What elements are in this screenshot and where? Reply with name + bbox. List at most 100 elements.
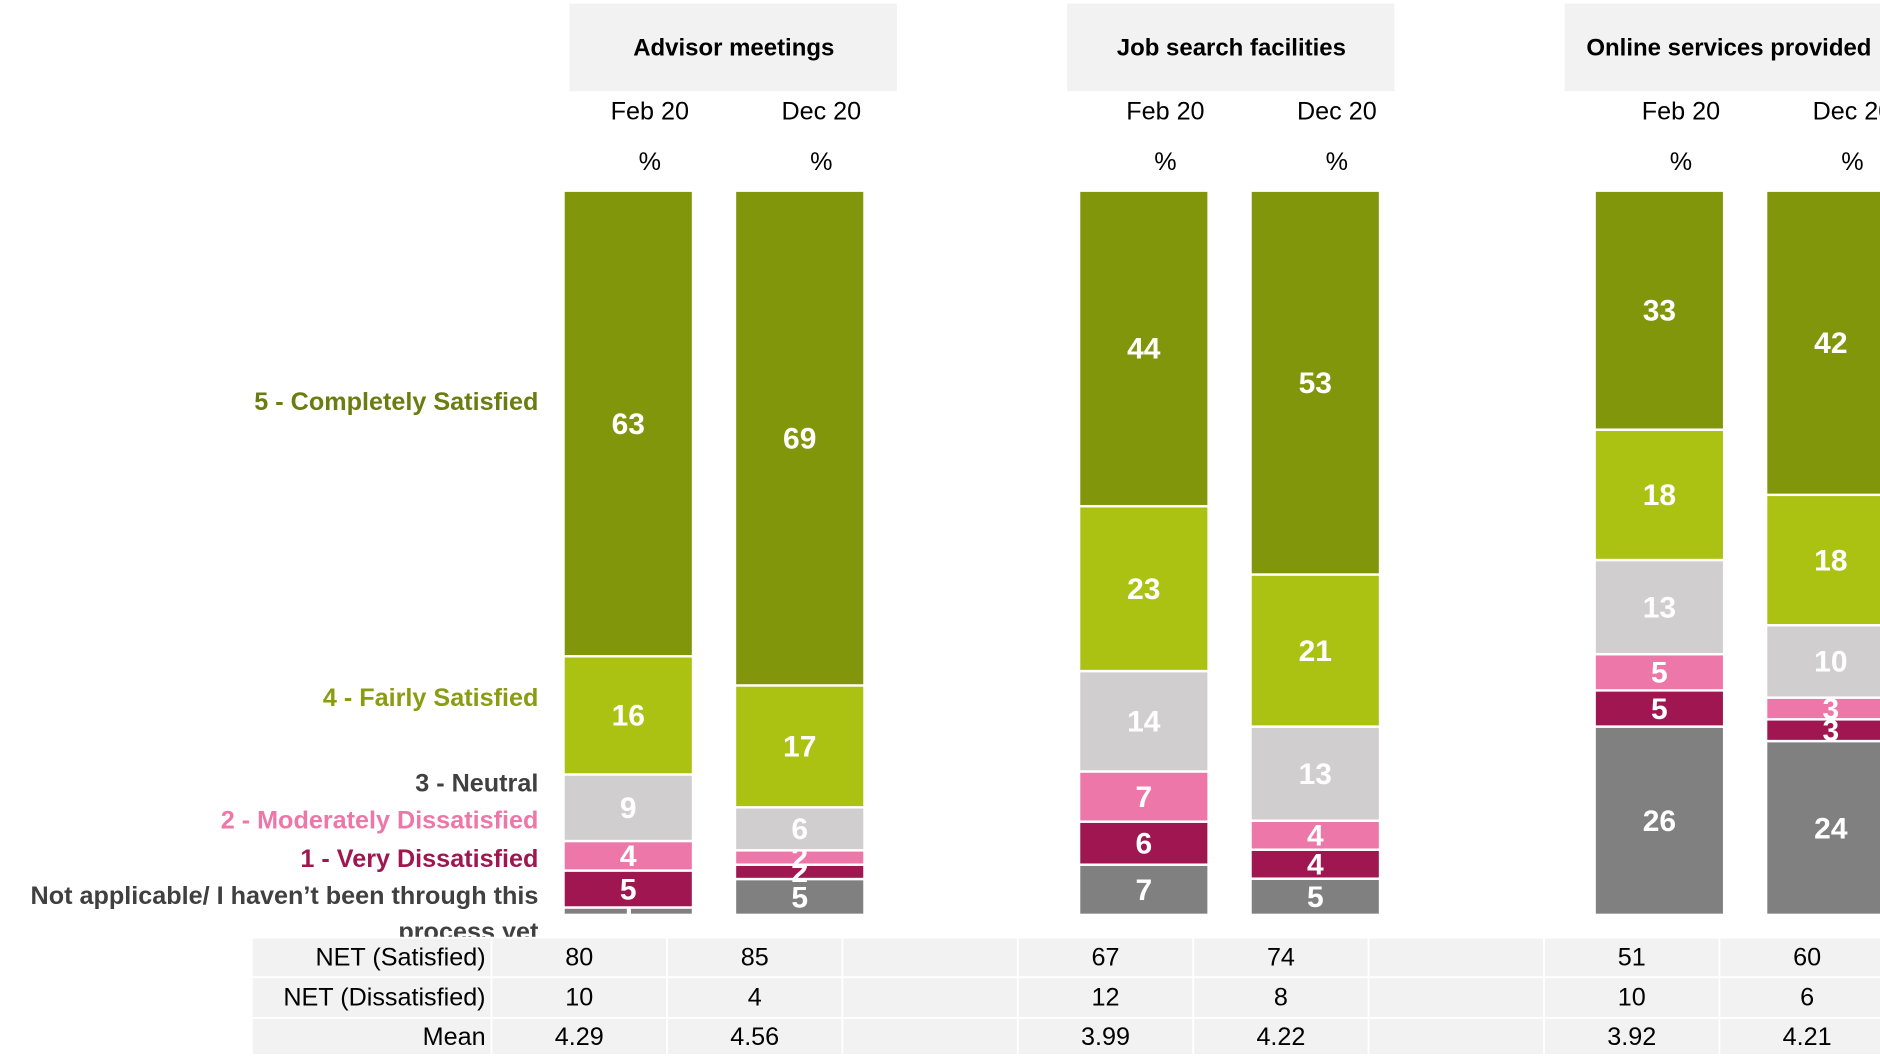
value-label: 16 — [612, 700, 645, 733]
table-cell — [1016, 1017, 1195, 1058]
table-value: 85 — [741, 943, 769, 971]
legend-entry: 2 - Moderately Dissatisfied — [221, 807, 539, 835]
bar-segment — [562, 869, 695, 909]
table-cell — [666, 936, 844, 979]
table-cell — [490, 976, 668, 1019]
table-value: 51 — [1618, 943, 1646, 971]
bar-segment — [733, 806, 866, 852]
legend-entry: 1 - Very Dissatisfied — [300, 845, 539, 873]
table-value: 67 — [1092, 943, 1120, 971]
value-label: 53 — [1299, 367, 1332, 400]
value-label: 6 — [791, 813, 808, 846]
table-cell — [666, 976, 844, 1019]
bar-segment — [1593, 428, 1726, 562]
legend-label: 1 - Very Dissatisfied — [300, 845, 539, 873]
table-cell — [841, 936, 1019, 979]
table-value: 4.29 — [555, 1023, 604, 1051]
table-row-label: Mean — [423, 1023, 486, 1051]
table-cell — [490, 936, 668, 979]
panel-header — [1564, 3, 1880, 92]
bar-segment — [562, 189, 695, 658]
value-label: 63 — [612, 408, 645, 441]
value-label: 13 — [1643, 591, 1676, 624]
bar-segment — [1249, 819, 1382, 851]
value-label: 3 — [1823, 715, 1840, 748]
table-value: 10 — [1618, 983, 1646, 1011]
bar-segment — [562, 839, 695, 872]
column-label: Dec 20 — [1813, 97, 1880, 125]
value-label: 9 — [620, 792, 637, 825]
bar-segment — [733, 189, 866, 687]
panel-header — [1067, 3, 1395, 92]
table-value: 12 — [1092, 983, 1120, 1011]
value-label: 44 — [1127, 333, 1161, 366]
legend-label: 5 - Completely Satisfied — [254, 388, 539, 417]
value-label: 7 — [1135, 874, 1152, 907]
table-cell — [841, 1017, 1019, 1058]
legend-entry: 4 - Fairly Satisfied — [322, 684, 539, 713]
bar-segment — [1249, 189, 1382, 576]
bar-segment — [1077, 770, 1210, 823]
table-value: 3.99 — [1081, 1023, 1130, 1051]
column-label: Dec 20 — [781, 97, 861, 125]
value-label: 7 — [1135, 781, 1152, 814]
value-label: 4 — [1307, 820, 1324, 853]
column-unit: % — [1154, 148, 1176, 176]
bar-segment — [1249, 848, 1382, 880]
bar-segment — [1077, 820, 1210, 866]
value-label: 33 — [1643, 294, 1676, 327]
bar-segment — [1593, 189, 1726, 431]
table-cell — [1718, 976, 1880, 1019]
legend-label: 3 - Neutral — [415, 769, 539, 798]
panel-title: Job search facilities — [1117, 35, 1346, 62]
value-label: 17 — [783, 731, 816, 764]
column-unit: % — [1326, 148, 1348, 176]
panel-title: Advisor meetings — [633, 35, 834, 62]
table-value: 60 — [1793, 943, 1821, 971]
table-value: 10 — [565, 983, 593, 1011]
value-label: 14 — [1127, 706, 1161, 739]
table-value: 3.92 — [1607, 1023, 1656, 1051]
panel-title: Online services provided — [1586, 35, 1871, 62]
bar-segment — [1764, 189, 1880, 497]
table-cell — [1367, 976, 1545, 1019]
bar-segment — [1077, 669, 1210, 773]
legend-label: 4 - Fairly Satisfied — [322, 684, 539, 713]
value-label: 10 — [1814, 646, 1847, 679]
value-label: 13 — [1299, 758, 1332, 791]
value-label: 5 — [791, 881, 808, 914]
bar-segment — [1077, 863, 1210, 917]
bar-segment — [1764, 493, 1880, 627]
table-value: 80 — [565, 943, 593, 971]
bar-segment — [1077, 189, 1210, 508]
column-label: Feb 20 — [1126, 97, 1204, 125]
value-label: 3 — [1823, 693, 1840, 726]
column-label: Feb 20 — [1642, 97, 1720, 125]
value-label: 23 — [1127, 573, 1160, 606]
column-label: Feb 20 — [611, 97, 689, 125]
value-label: 5 — [620, 873, 637, 906]
value-label: 5 — [1651, 693, 1668, 726]
legend-entry: 5 - Completely Satisfied — [254, 388, 539, 417]
table-row-label: NET (Satisfied) — [315, 943, 485, 971]
table-cell — [1367, 1017, 1545, 1058]
table-row-header — [250, 1017, 493, 1058]
value-label: 21 — [1299, 635, 1332, 668]
value-label: 24 — [1814, 812, 1848, 845]
table-value: 4.21 — [1783, 1023, 1832, 1051]
table-cell — [1367, 936, 1545, 979]
value-label: 6 — [1135, 827, 1152, 860]
bar-segment — [1593, 558, 1726, 656]
legend-entry: 3 - Neutral — [415, 769, 539, 798]
table-cell — [841, 976, 1019, 1019]
panel-header — [569, 3, 897, 92]
value-label: 5 — [1307, 881, 1324, 914]
column-unit: % — [810, 148, 832, 176]
table-cell — [1718, 936, 1880, 979]
bar-segment — [1593, 725, 1726, 917]
table-value: 74 — [1267, 943, 1295, 971]
value-label: 4 — [1307, 848, 1324, 881]
value-label: 5 — [1651, 657, 1668, 690]
